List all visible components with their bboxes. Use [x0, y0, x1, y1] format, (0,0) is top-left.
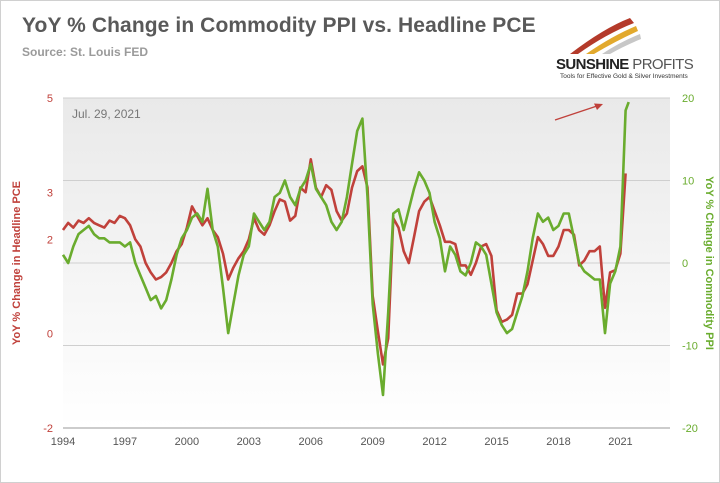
annotation-date: Jul. 29, 2021	[72, 107, 141, 121]
series-line-pce	[61, 158, 627, 366]
y-left-tick-label: 0	[47, 329, 53, 341]
logo-tagline: Tools for Effective Gold & Silver Invest…	[560, 73, 688, 80]
x-tick-label: 1997	[113, 436, 137, 448]
x-tick-label: 2015	[484, 436, 508, 448]
x-tick-label: 1994	[51, 436, 75, 448]
y-right-tick-label: -20	[682, 423, 698, 435]
y-right-axis-title: YoY % Change in Commodity PPI	[703, 176, 715, 350]
sunshine-profits-logo: SUNSHINE PROFITS Tools for Effective Gol…	[556, 14, 706, 84]
logo-name: SUNSHINE PROFITS	[556, 56, 694, 73]
annotation-arrow-head	[594, 103, 603, 110]
series-line-ppi	[61, 101, 630, 397]
x-tick-label: 2003	[237, 436, 261, 448]
y-left-tick-label: 2	[47, 234, 53, 246]
chart-source: Source: St. Louis FED	[22, 45, 149, 59]
y-right-tick-label: 10	[682, 176, 694, 188]
y-right-tick-label: -10	[682, 341, 698, 353]
x-tick-label: 2006	[299, 436, 323, 448]
y-left-axis-title: YoY % Change in Headline PCE	[11, 181, 23, 345]
x-tick-label: 2009	[360, 436, 384, 448]
y-left-tick-label: -2	[43, 423, 53, 435]
logo-swoosh-icon	[570, 18, 641, 54]
annotation-arrow-line	[554, 105, 598, 121]
y-left-tick-label: 5	[47, 93, 53, 105]
logo-name-light: PROFITS	[632, 56, 694, 73]
y-right-tick-label: 0	[682, 258, 688, 270]
x-tick-label: 2018	[546, 436, 570, 448]
x-tick-label: 2000	[175, 436, 199, 448]
y-left-tick-label: 3	[47, 187, 53, 199]
x-tick-label: 2021	[608, 436, 632, 448]
y-right-tick-label: 20	[682, 93, 694, 105]
chart-title: YoY % Change in Commodity PPI vs. Headli…	[22, 14, 536, 37]
logo-name-bold: SUNSHINE	[556, 56, 629, 73]
x-tick-label: 2012	[422, 436, 446, 448]
